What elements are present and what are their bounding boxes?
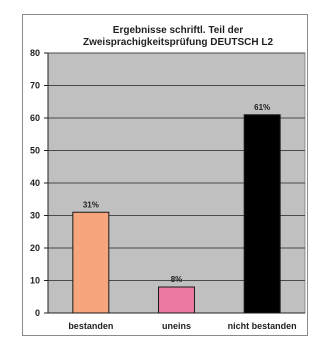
x-category-label-bestanden: bestanden: [68, 321, 113, 331]
labels: 31% bestanden 8% uneins 61% nicht bestanden: [68, 103, 296, 331]
data-label-bestanden: 31%: [83, 200, 99, 209]
bar-uneins: [158, 286, 195, 314]
chart-title-line-1: Ergebnisse schriftl. Teil der: [113, 25, 244, 36]
data-label-nicht-bestanden: 61%: [254, 103, 270, 112]
bar-nicht-bestanden: [243, 114, 281, 314]
bar-bestanden: [72, 211, 110, 314]
y-tick-label-70: 70: [30, 81, 40, 91]
chart-title-line-2: Zweisprachigkeitsprüfung DEUTSCH L2: [83, 37, 273, 48]
bars: [72, 114, 281, 314]
y-tick-label-10: 10: [30, 276, 40, 286]
data-label-uneins: 8%: [171, 275, 183, 284]
y-tick-label-80: 80: [30, 48, 40, 58]
y-tick-label-30: 30: [30, 211, 40, 221]
y-tick-label-20: 20: [30, 243, 40, 253]
y-tick-label-60: 60: [30, 113, 40, 123]
y-tick-label-40: 40: [30, 178, 40, 188]
x-category-label-uneins: uneins: [162, 321, 191, 331]
x-category-label-nicht-bestanden: nicht bestanden: [228, 321, 297, 331]
y-tick-label-50: 50: [30, 146, 40, 156]
y-tick-label-0: 0: [35, 308, 40, 318]
